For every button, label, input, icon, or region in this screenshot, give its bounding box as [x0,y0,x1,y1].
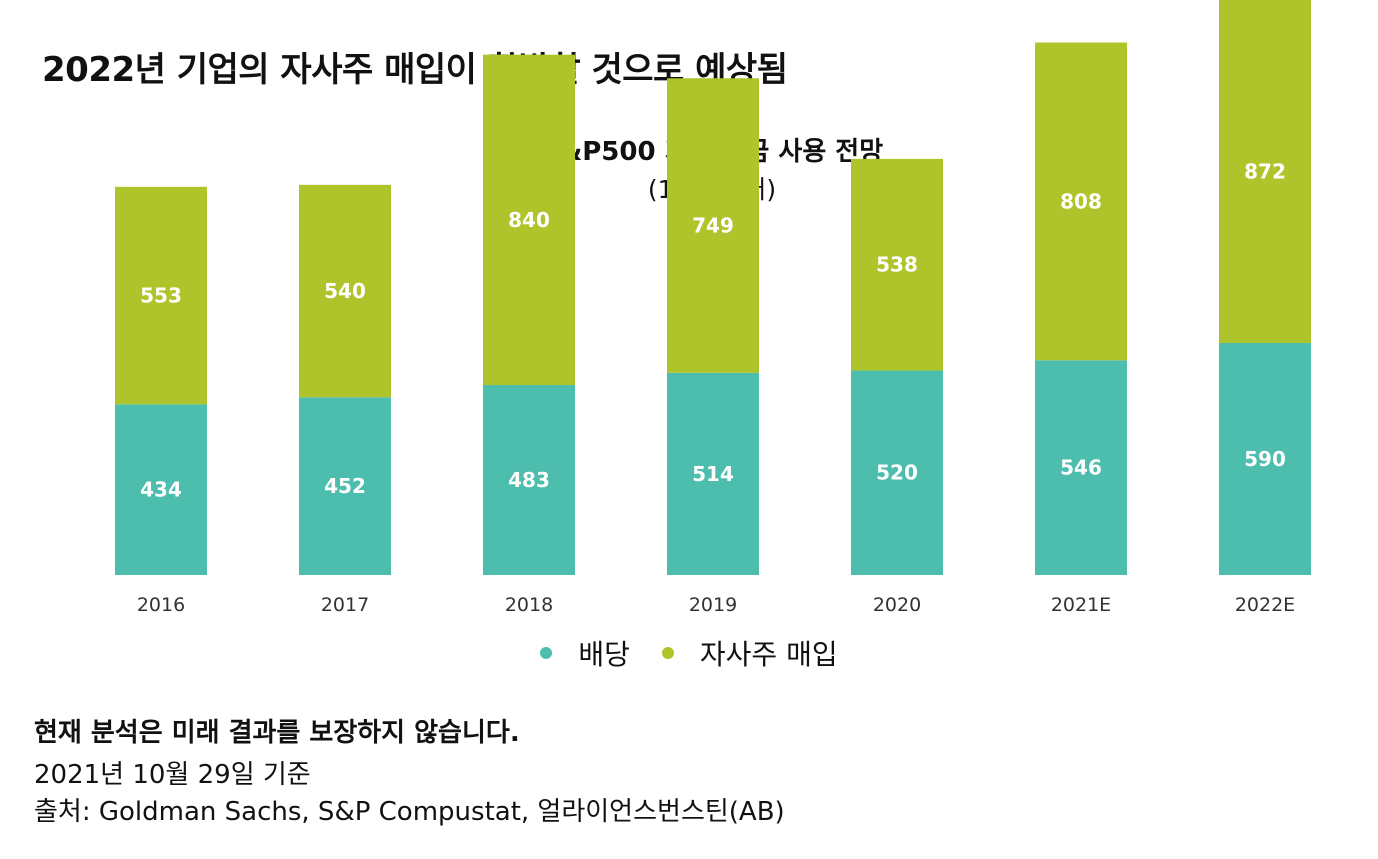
bar-label-dividends-2020: 520 [876,461,918,485]
bar-dividends-2020 [851,370,943,575]
footer-disclaimer: 현재 분석은 미래 결과를 보장하지 않습니다. [34,718,520,748]
bar-buybacks-2020 [851,158,943,371]
x-tick-label-2018: 2018 [505,594,553,616]
bar-label-dividends-2021E: 546 [1060,456,1102,480]
bar-dividends-2018 [483,385,575,575]
x-tick-label-2021E: 2021E [1051,594,1111,616]
bar-label-buybacks-2020: 538 [876,253,918,277]
legend-label-buybacks: 자사주 매입 [699,638,838,671]
x-tick-label-2020: 2020 [873,594,921,616]
x-tick-label-2017: 2017 [321,594,369,616]
legend-dot-buybacks [661,647,674,659]
bar-label-buybacks-2016: 553 [140,284,182,308]
footer-source: 출처: Goldman Sachs, S&P Compustat, 얼라이언스번… [34,797,785,827]
bar-label-dividends-2017: 452 [324,474,366,498]
x-tick-label-2016: 2016 [137,594,185,616]
bar-dividends-2017 [299,397,391,575]
x-tick-label-2019: 2019 [689,594,737,616]
legend-item-dividends: 배당 [540,633,630,673]
bar-buybacks-2022E [1219,0,1311,343]
bar-buybacks-2016 [115,186,207,405]
bar-buybacks-2018 [483,54,575,386]
x-tick-label-2022E: 2022E [1235,594,1295,616]
bar-label-buybacks-2017: 540 [324,279,366,303]
page-headline: 2022년 기업의 자사주 매입이 활발할 것으로 예상됨 [42,50,788,90]
bar-buybacks-2017 [299,184,391,398]
bar-dividends-2022E [1219,342,1311,575]
legend-label-dividends: 배당 [578,638,630,671]
bar-label-buybacks-2022E: 872 [1244,159,1286,183]
bar-buybacks-2019 [667,78,759,373]
bar-label-buybacks-2019: 749 [692,214,734,238]
bar-label-dividends-2022E: 590 [1244,447,1286,471]
legend-dot-dividends [540,647,553,659]
bar-label-buybacks-2018: 840 [508,208,550,232]
chart-legend: 배당 자사주 매입 [0,633,1378,673]
legend-item-buybacks: 자사주 매입 [661,633,838,673]
bar-dividends-2021E [1035,360,1127,575]
bar-label-dividends-2016: 434 [140,478,182,502]
bar-label-dividends-2018: 483 [508,468,550,492]
bar-dividends-2019 [667,372,759,575]
bar-label-buybacks-2021E: 808 [1060,189,1102,213]
bar-label-dividends-2019: 514 [692,462,734,486]
footer-date: 2021년 10월 29일 기준 [34,760,311,790]
bar-dividends-2016 [115,404,207,575]
bar-buybacks-2021E [1035,42,1127,361]
